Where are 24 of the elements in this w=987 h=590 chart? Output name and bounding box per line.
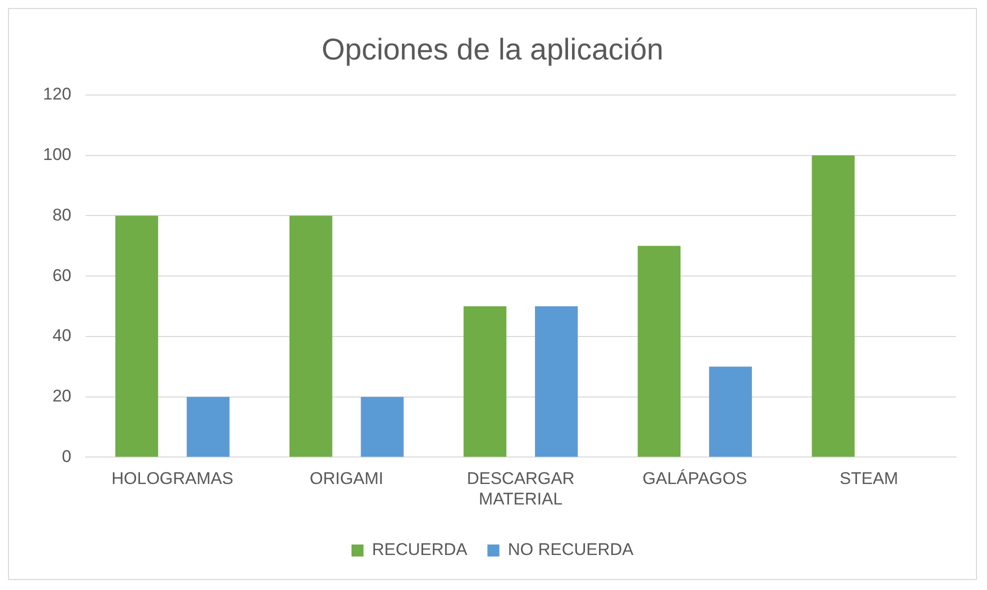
- x-tick-label: GALÁPAGOS: [642, 469, 748, 488]
- y-tick-label: 120: [42, 84, 72, 104]
- y-tick-label: 60: [52, 266, 72, 285]
- y-tick-label: 0: [62, 446, 72, 466]
- bar: [360, 396, 404, 457]
- y-tick-label: 20: [52, 386, 72, 406]
- bar: [534, 306, 578, 457]
- x-tick-label: ORIGAMI: [310, 469, 384, 488]
- bar: [186, 396, 230, 457]
- bar: [638, 246, 681, 457]
- bar: [709, 366, 752, 457]
- x-tick-label: HOLOGRAMAS: [112, 469, 234, 488]
- legend-label: RECUERDA: [372, 540, 468, 560]
- legend-label: NO RECUERDA: [508, 540, 634, 560]
- chart-title: Opciones de la aplicación: [322, 33, 664, 66]
- x-tick-label: STEAM: [840, 469, 898, 488]
- y-tick-label: 100: [42, 145, 72, 164]
- bar: [812, 155, 855, 457]
- x-tick-label: DESCARGAR MATERIAL: [466, 469, 575, 508]
- y-tick-label: 80: [52, 205, 72, 224]
- bar: [289, 216, 332, 457]
- y-tick-label: 40: [52, 326, 72, 346]
- bar: [115, 216, 158, 457]
- bar: [464, 306, 506, 457]
